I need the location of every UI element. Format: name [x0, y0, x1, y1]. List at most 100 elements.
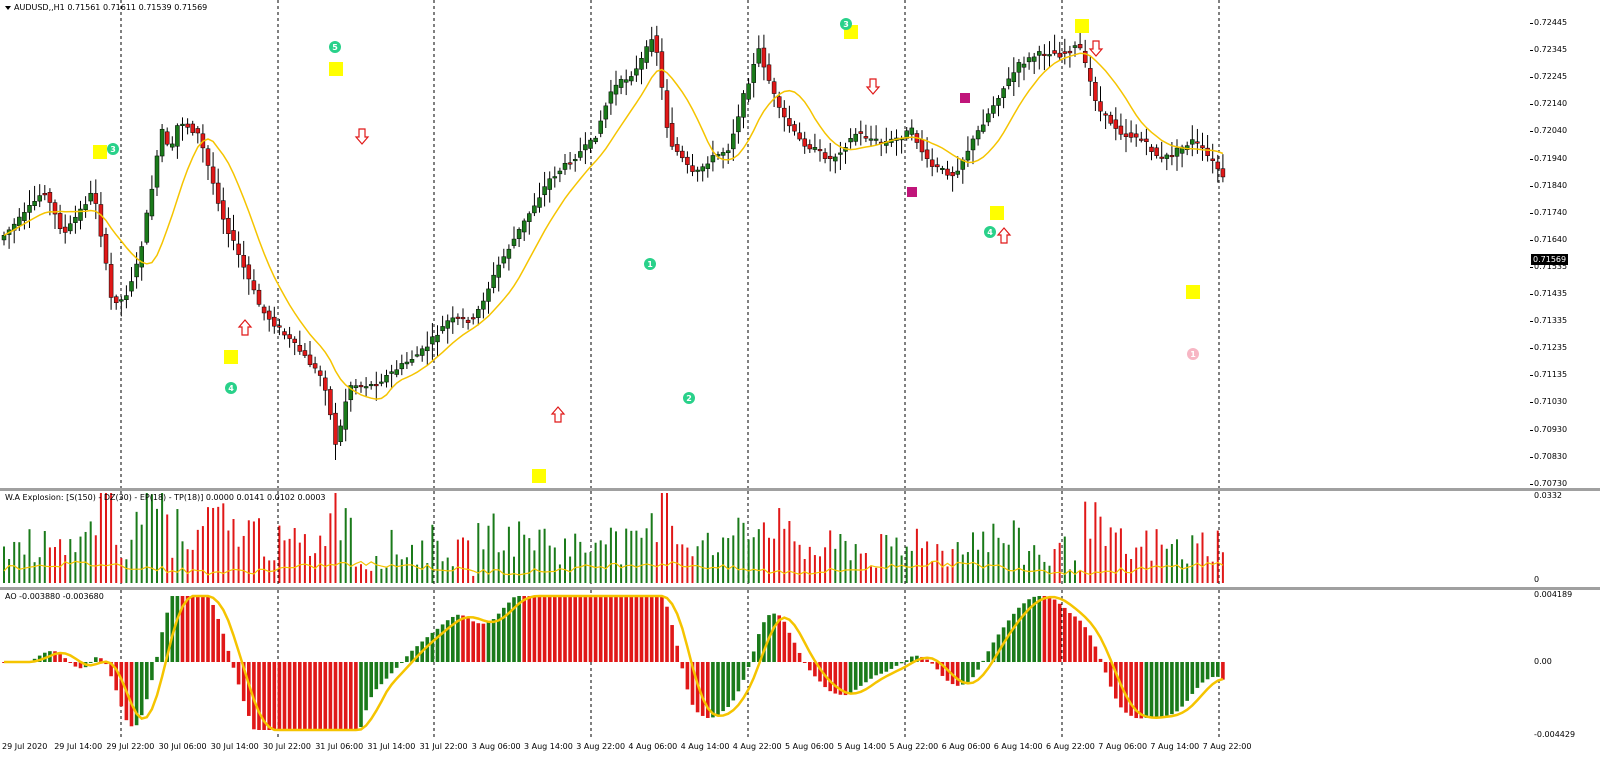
- candle-body: [1133, 133, 1139, 138]
- candlestick: [935, 157, 940, 173]
- price-chart-canvas[interactable]: 3 5 4 1 2 3 4 1: [0, 0, 1530, 488]
- ao-bar: [746, 662, 751, 667]
- candle-body: [1082, 50, 1088, 64]
- wave-count-circle: [840, 18, 852, 30]
- wae-bar: [33, 562, 36, 583]
- ao-bar: [277, 662, 282, 730]
- price-tick-mark: [1530, 158, 1533, 160]
- ao-bar: [1037, 596, 1042, 662]
- wae-bar: [757, 529, 760, 583]
- wave-count-number: 2: [686, 394, 692, 403]
- candle-body: [797, 132, 802, 140]
- candle-body: [1026, 57, 1032, 63]
- dropdown-triangle-icon[interactable]: [5, 5, 11, 10]
- time-tick-label: 4 Aug 14:00: [680, 742, 730, 751]
- candle-body: [1205, 147, 1210, 156]
- ao-histogram: [2, 590, 1225, 739]
- candle-body: [1113, 119, 1119, 129]
- candlestick: [1210, 143, 1215, 174]
- wae-bar: [207, 507, 209, 583]
- candle-body: [965, 150, 971, 161]
- candlestick: [588, 137, 593, 154]
- candle-body: [175, 125, 180, 147]
- wae-bar: [666, 493, 668, 583]
- wae-bar: [140, 524, 143, 583]
- wae-bar: [620, 564, 623, 583]
- wae-bar: [1181, 559, 1184, 583]
- wae-tick-label: 0: [1534, 575, 1540, 584]
- wae-axis[interactable]: 0.0332 0: [1530, 491, 1600, 587]
- wae-bar: [135, 511, 138, 583]
- candle-body: [460, 317, 466, 320]
- ao-bar: [706, 662, 710, 718]
- candle-body: [996, 98, 1001, 106]
- ao-bar: [1149, 662, 1154, 718]
- wae-bar: [936, 544, 939, 583]
- wae-bar: [145, 493, 148, 583]
- ao-indicator-pane[interactable]: AO -0.003880 -0.003680: [0, 590, 1530, 739]
- candlestick: [644, 40, 649, 69]
- wae-bar: [1201, 532, 1204, 583]
- price-tick-mark: [1530, 266, 1533, 268]
- pane-divider[interactable]: [0, 587, 1600, 590]
- candle-body: [297, 345, 303, 352]
- candlestick: [470, 313, 476, 325]
- candlestick: [807, 139, 813, 153]
- wae-bar: [655, 542, 658, 583]
- wae-bar: [1084, 501, 1087, 583]
- wae-bar: [487, 525, 490, 583]
- price-tick-mark: [1530, 212, 1533, 214]
- wae-bar: [992, 523, 995, 583]
- candlestick: [552, 166, 558, 188]
- candlestick: [669, 107, 675, 150]
- wae-bar: [727, 538, 730, 583]
- candlestick: [746, 78, 751, 103]
- price-tick-mark: [1530, 77, 1533, 79]
- candle-body: [924, 149, 930, 159]
- price-chart-pane[interactable]: 3 5 4 1 2 3 4 1 AUDUSD,,H1 0.71561 0.71611 0.71…: [0, 0, 1530, 488]
- wae-bar: [59, 539, 62, 583]
- wae-indicator-pane[interactable]: W.A Explosion: [S(150) - DZ(30) - EP(18)…: [0, 491, 1530, 587]
- ao-bar: [864, 662, 868, 683]
- candle-body: [62, 226, 68, 233]
- candle-body: [572, 159, 578, 162]
- candlestick: [1047, 41, 1052, 68]
- candlestick: [83, 196, 88, 218]
- ao-axis[interactable]: 0.004189 0.00 -0.004429: [1530, 590, 1600, 739]
- ao-bar: [150, 662, 154, 681]
- candle-body: [929, 159, 935, 167]
- candlestick: [1021, 56, 1027, 81]
- ao-bar: [879, 662, 883, 674]
- ao-bar: [619, 596, 623, 662]
- price-tick-label: 0.71335: [1534, 316, 1568, 326]
- candlestick: [1128, 120, 1134, 143]
- candle-body: [868, 138, 874, 141]
- candle-body: [980, 124, 986, 132]
- candlestick: [399, 354, 405, 376]
- candlestick: [124, 285, 129, 309]
- candlestick: [368, 381, 374, 390]
- wae-bar: [176, 509, 179, 583]
- ao-bar: [323, 662, 328, 730]
- time-axis[interactable]: 29 Jul 2020 29 Jul 14:00 29 Jul 22:00 30 Ju…: [0, 739, 1600, 771]
- candlestick: [343, 388, 348, 442]
- candlestick: [1006, 67, 1011, 90]
- candlestick: [93, 179, 99, 220]
- wave-count-circle: [984, 226, 996, 238]
- wae-bar: [212, 507, 215, 583]
- candle-body: [210, 166, 216, 184]
- wae-bar: [854, 544, 857, 583]
- price-axis[interactable]: 0.72445 0.72345 0.72245 0.72140 0.72040 0.719…: [1530, 0, 1600, 488]
- wae-bar: [660, 493, 663, 583]
- wae-bar: [99, 493, 102, 583]
- candlestick: [1200, 132, 1205, 161]
- time-tick-label: 30 Jul 14:00: [210, 742, 259, 751]
- wae-bar: [1012, 520, 1015, 583]
- pane-divider[interactable]: [0, 488, 1600, 491]
- ao-bar: [802, 662, 807, 663]
- price-tick-label: 0.72245: [1534, 72, 1568, 82]
- wae-bar: [237, 546, 240, 583]
- wave-count-number: 1: [1190, 350, 1196, 359]
- ao-bar: [649, 596, 654, 662]
- candlestick: [6, 226, 12, 249]
